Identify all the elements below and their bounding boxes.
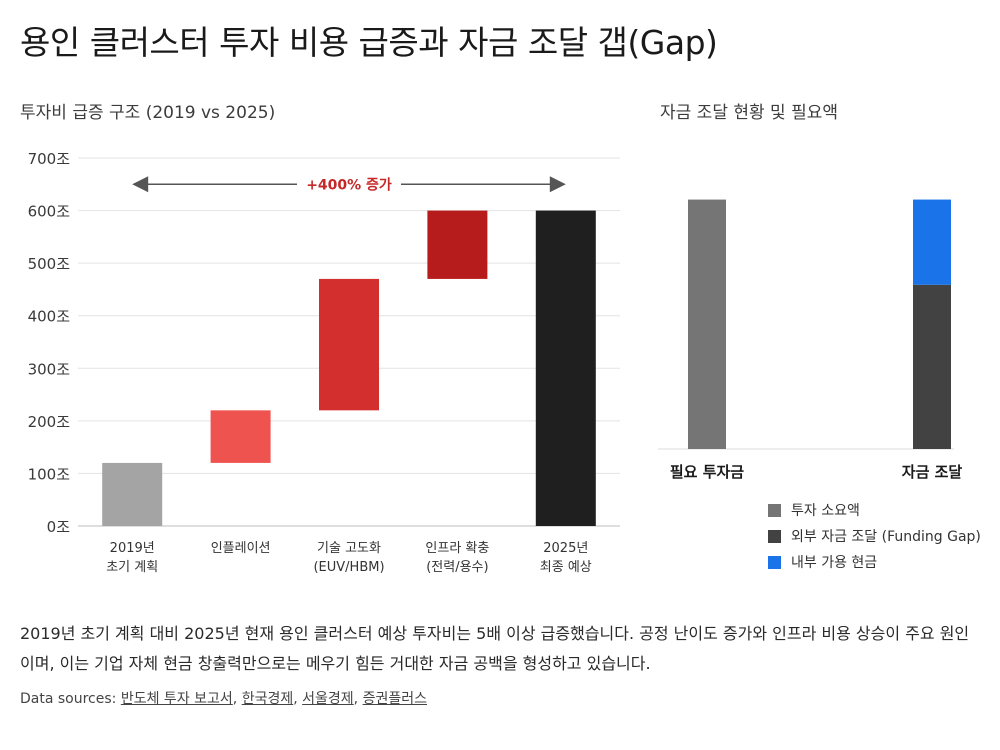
wf-xtick-label: 2019년 (110, 541, 155, 556)
wf-bar (427, 210, 488, 279)
wf-bar (319, 278, 379, 411)
wf-arrowhead-left (132, 176, 149, 193)
wf-xtick-label: 최종 예상 (540, 560, 592, 575)
wf-ytick-label: 100조 (28, 465, 71, 483)
fund-bar-segment (913, 199, 951, 285)
page-title: 용인 클러스터 투자 비용 급증과 자금 조달 갭(Gap) (20, 23, 718, 62)
sources-label: Data sources: (20, 691, 117, 707)
source-link-2[interactable]: 서울경제 (302, 691, 354, 707)
wf-ytick-label: 200조 (28, 413, 71, 431)
wf-annotation-label: +400% 증가 (306, 177, 392, 193)
legend-item-need: 투자 소요액 (768, 497, 981, 523)
wf-ytick-label: 600조 (28, 203, 71, 221)
wf-ytick-label: 700조 (28, 150, 71, 168)
legend-item-internal: 내부 가용 현금 (768, 549, 981, 575)
wf-xtick-label: 기술 고도화 (317, 541, 381, 556)
description-text: 2019년 초기 계획 대비 2025년 현재 용인 클러스터 예상 투자비는 … (20, 624, 970, 673)
wf-xtick-label: 인프라 확충 (425, 541, 489, 556)
funding-chart: 필요 투자금 자금 조달 (658, 199, 963, 481)
source-link-0[interactable]: 반도체 투자 보고서 (120, 691, 233, 707)
wf-xtick-label: 2025년 (543, 541, 588, 556)
legend-label-external: 외부 자금 조달 (Funding Gap) (791, 529, 981, 545)
funding-legend: 투자 소요액 외부 자금 조달 (Funding Gap) 내부 가용 현금 (768, 497, 981, 575)
legend-swatch-external (768, 529, 781, 543)
fund-category-label: 필요 투자금 (670, 463, 744, 481)
data-sources: Data sources: 반도체 투자 보고서, 한국경제, 서울경제, 증권… (20, 691, 427, 707)
wf-bar (102, 462, 163, 526)
wf-arrowhead-right (549, 176, 566, 193)
wf-xtick-label: 인플레이션 (211, 541, 271, 556)
wf-ytick-label: 0조 (47, 518, 71, 536)
legend-label-need: 투자 소요액 (791, 503, 860, 519)
wf-xtick-label: (EUV/HBM) (313, 560, 384, 575)
legend-item-external: 외부 자금 조달 (Funding Gap) (768, 523, 981, 549)
wf-ytick-label: 300조 (28, 360, 71, 378)
source-link-3[interactable]: 증권플러스 (362, 691, 427, 707)
wf-xtick-label: (전력/용수) (426, 560, 488, 575)
wf-ytick-label: 400조 (28, 308, 71, 326)
wf-bar (535, 210, 596, 527)
fund-bar-segment (688, 199, 726, 449)
legend-swatch-need (768, 503, 781, 517)
waterfall-chart-title: 투자비 급증 구조 (2019 vs 2025) (20, 103, 276, 123)
legend-swatch-internal (768, 555, 781, 569)
funding-chart-title: 자금 조달 현황 및 필요액 (660, 103, 839, 123)
wf-bar (210, 410, 271, 463)
source-link-1[interactable]: 한국경제 (241, 691, 294, 707)
wf-ytick-label: 500조 (28, 255, 71, 273)
wf-xtick-label: 초기 계획 (106, 560, 158, 575)
legend-label-internal: 내부 가용 현금 (791, 555, 878, 571)
fund-bar-segment (913, 284, 951, 449)
fund-category-label: 자금 조달 (902, 463, 963, 481)
